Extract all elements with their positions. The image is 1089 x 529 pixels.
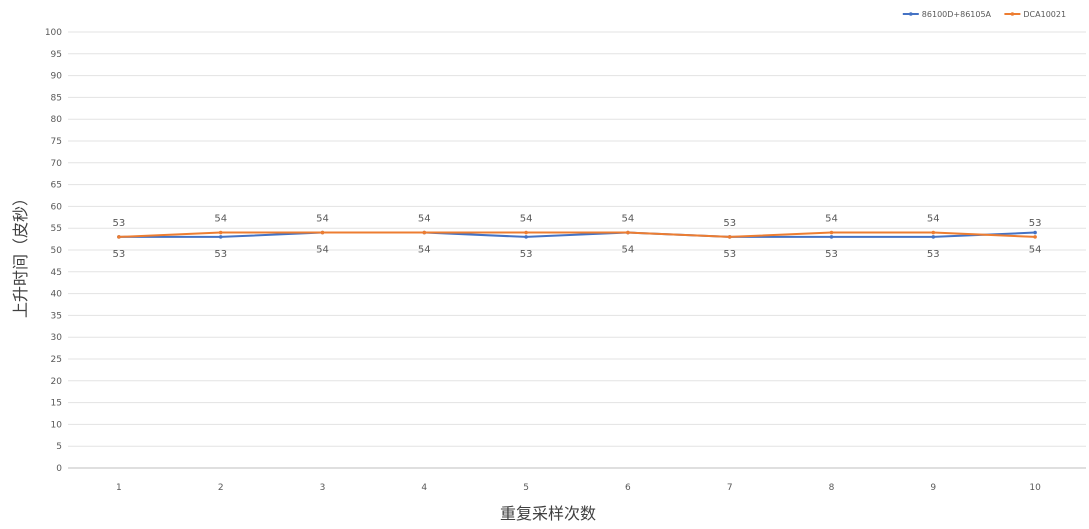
y-tick-label: 50 bbox=[51, 246, 63, 256]
data-point bbox=[829, 235, 834, 239]
data-point bbox=[626, 230, 630, 235]
data-label: 54 bbox=[927, 214, 940, 225]
y-tick-label: 80 bbox=[51, 115, 63, 125]
x-tick-label: 4 bbox=[421, 483, 427, 493]
y-tick-label: 25 bbox=[51, 355, 62, 365]
data-label: 53 bbox=[927, 249, 940, 260]
y-tick-label: 100 bbox=[45, 28, 62, 38]
legend-item: 86100D+86105A bbox=[902, 10, 992, 19]
data-label: 54 bbox=[316, 245, 329, 256]
x-tick-label: 3 bbox=[320, 483, 326, 493]
data-label: 54 bbox=[520, 214, 533, 225]
y-tick-label: 10 bbox=[51, 420, 63, 430]
data-label: 53 bbox=[1029, 218, 1042, 229]
x-tick-label: 10 bbox=[1029, 483, 1041, 493]
data-label: 53 bbox=[113, 218, 126, 229]
data-label: 54 bbox=[418, 245, 431, 256]
x-tick-label: 8 bbox=[829, 483, 835, 493]
data-label: 54 bbox=[316, 214, 329, 225]
data-label: 54 bbox=[1029, 245, 1042, 256]
data-label: 53 bbox=[825, 249, 838, 260]
x-tick-label: 1 bbox=[116, 483, 122, 493]
legend-item: DCA10021 bbox=[1004, 10, 1066, 19]
series-lines bbox=[117, 230, 1037, 239]
data-point bbox=[117, 235, 121, 239]
legend-marker bbox=[1010, 12, 1015, 16]
data-point bbox=[524, 230, 528, 235]
x-tick-label: 9 bbox=[930, 483, 936, 493]
data-label: 54 bbox=[622, 245, 635, 256]
gridlines bbox=[68, 31, 1086, 447]
data-label: 54 bbox=[825, 214, 838, 225]
legend-marker bbox=[909, 12, 913, 16]
y-tick-label: 30 bbox=[51, 333, 63, 343]
y-tick-label: 0 bbox=[56, 464, 62, 474]
x-tick-label: 2 bbox=[218, 483, 224, 493]
data-point bbox=[829, 230, 834, 235]
data-point bbox=[1033, 235, 1037, 239]
y-tick-label: 35 bbox=[51, 311, 62, 321]
series-line bbox=[118, 231, 1036, 238]
y-tick-label: 85 bbox=[51, 93, 62, 103]
y-tick-label: 60 bbox=[51, 202, 63, 212]
data-label: 54 bbox=[622, 214, 635, 225]
y-tick-label: 20 bbox=[51, 377, 63, 387]
data-point bbox=[931, 235, 936, 239]
y-tick-label: 40 bbox=[51, 290, 63, 300]
data-point bbox=[524, 235, 528, 239]
x-tick-label: 5 bbox=[523, 483, 529, 493]
y-tick-label: 90 bbox=[51, 72, 63, 82]
data-label: 53 bbox=[214, 249, 227, 260]
y-tick-label: 65 bbox=[51, 181, 62, 191]
x-tick-label: 7 bbox=[727, 483, 733, 493]
data-labels: 53 53 54 54 53 54 53 53 53 54 53 54 54 54 54 54 53 54 54 53 bbox=[113, 214, 1042, 260]
data-label: 54 bbox=[214, 214, 227, 225]
data-point bbox=[422, 230, 427, 235]
y-tick-label: 95 bbox=[51, 50, 62, 60]
legend-label: 86100D+86105A bbox=[922, 10, 992, 19]
series-line bbox=[118, 231, 1036, 238]
data-label: 53 bbox=[113, 249, 126, 260]
y-tick-label: 45 bbox=[51, 268, 62, 278]
data-label: 54 bbox=[418, 214, 431, 225]
data-point bbox=[218, 235, 223, 239]
y-axis-title: 上升时间（皮秒） bbox=[11, 190, 30, 318]
data-label: 53 bbox=[723, 218, 736, 229]
data-point bbox=[931, 230, 936, 235]
y-tick-label: 55 bbox=[51, 224, 62, 234]
legend: 86100D+86105A DCA10021 bbox=[902, 10, 1066, 19]
y-tick-label: 5 bbox=[56, 442, 62, 452]
data-point bbox=[218, 230, 223, 235]
axes: 0510152025303540455055606570758085909510… bbox=[45, 28, 1086, 493]
y-tick-label: 75 bbox=[51, 137, 62, 147]
data-point bbox=[1033, 230, 1037, 235]
x-axis-title: 重复采样次数 bbox=[500, 504, 596, 523]
y-tick-label: 70 bbox=[51, 159, 63, 169]
data-point bbox=[727, 235, 732, 239]
x-tick-label: 6 bbox=[625, 483, 631, 493]
legend-label: DCA10021 bbox=[1023, 10, 1066, 19]
data-label: 53 bbox=[520, 249, 533, 260]
data-point bbox=[320, 230, 325, 235]
y-tick-label: 15 bbox=[51, 399, 62, 409]
data-label: 53 bbox=[723, 249, 736, 260]
